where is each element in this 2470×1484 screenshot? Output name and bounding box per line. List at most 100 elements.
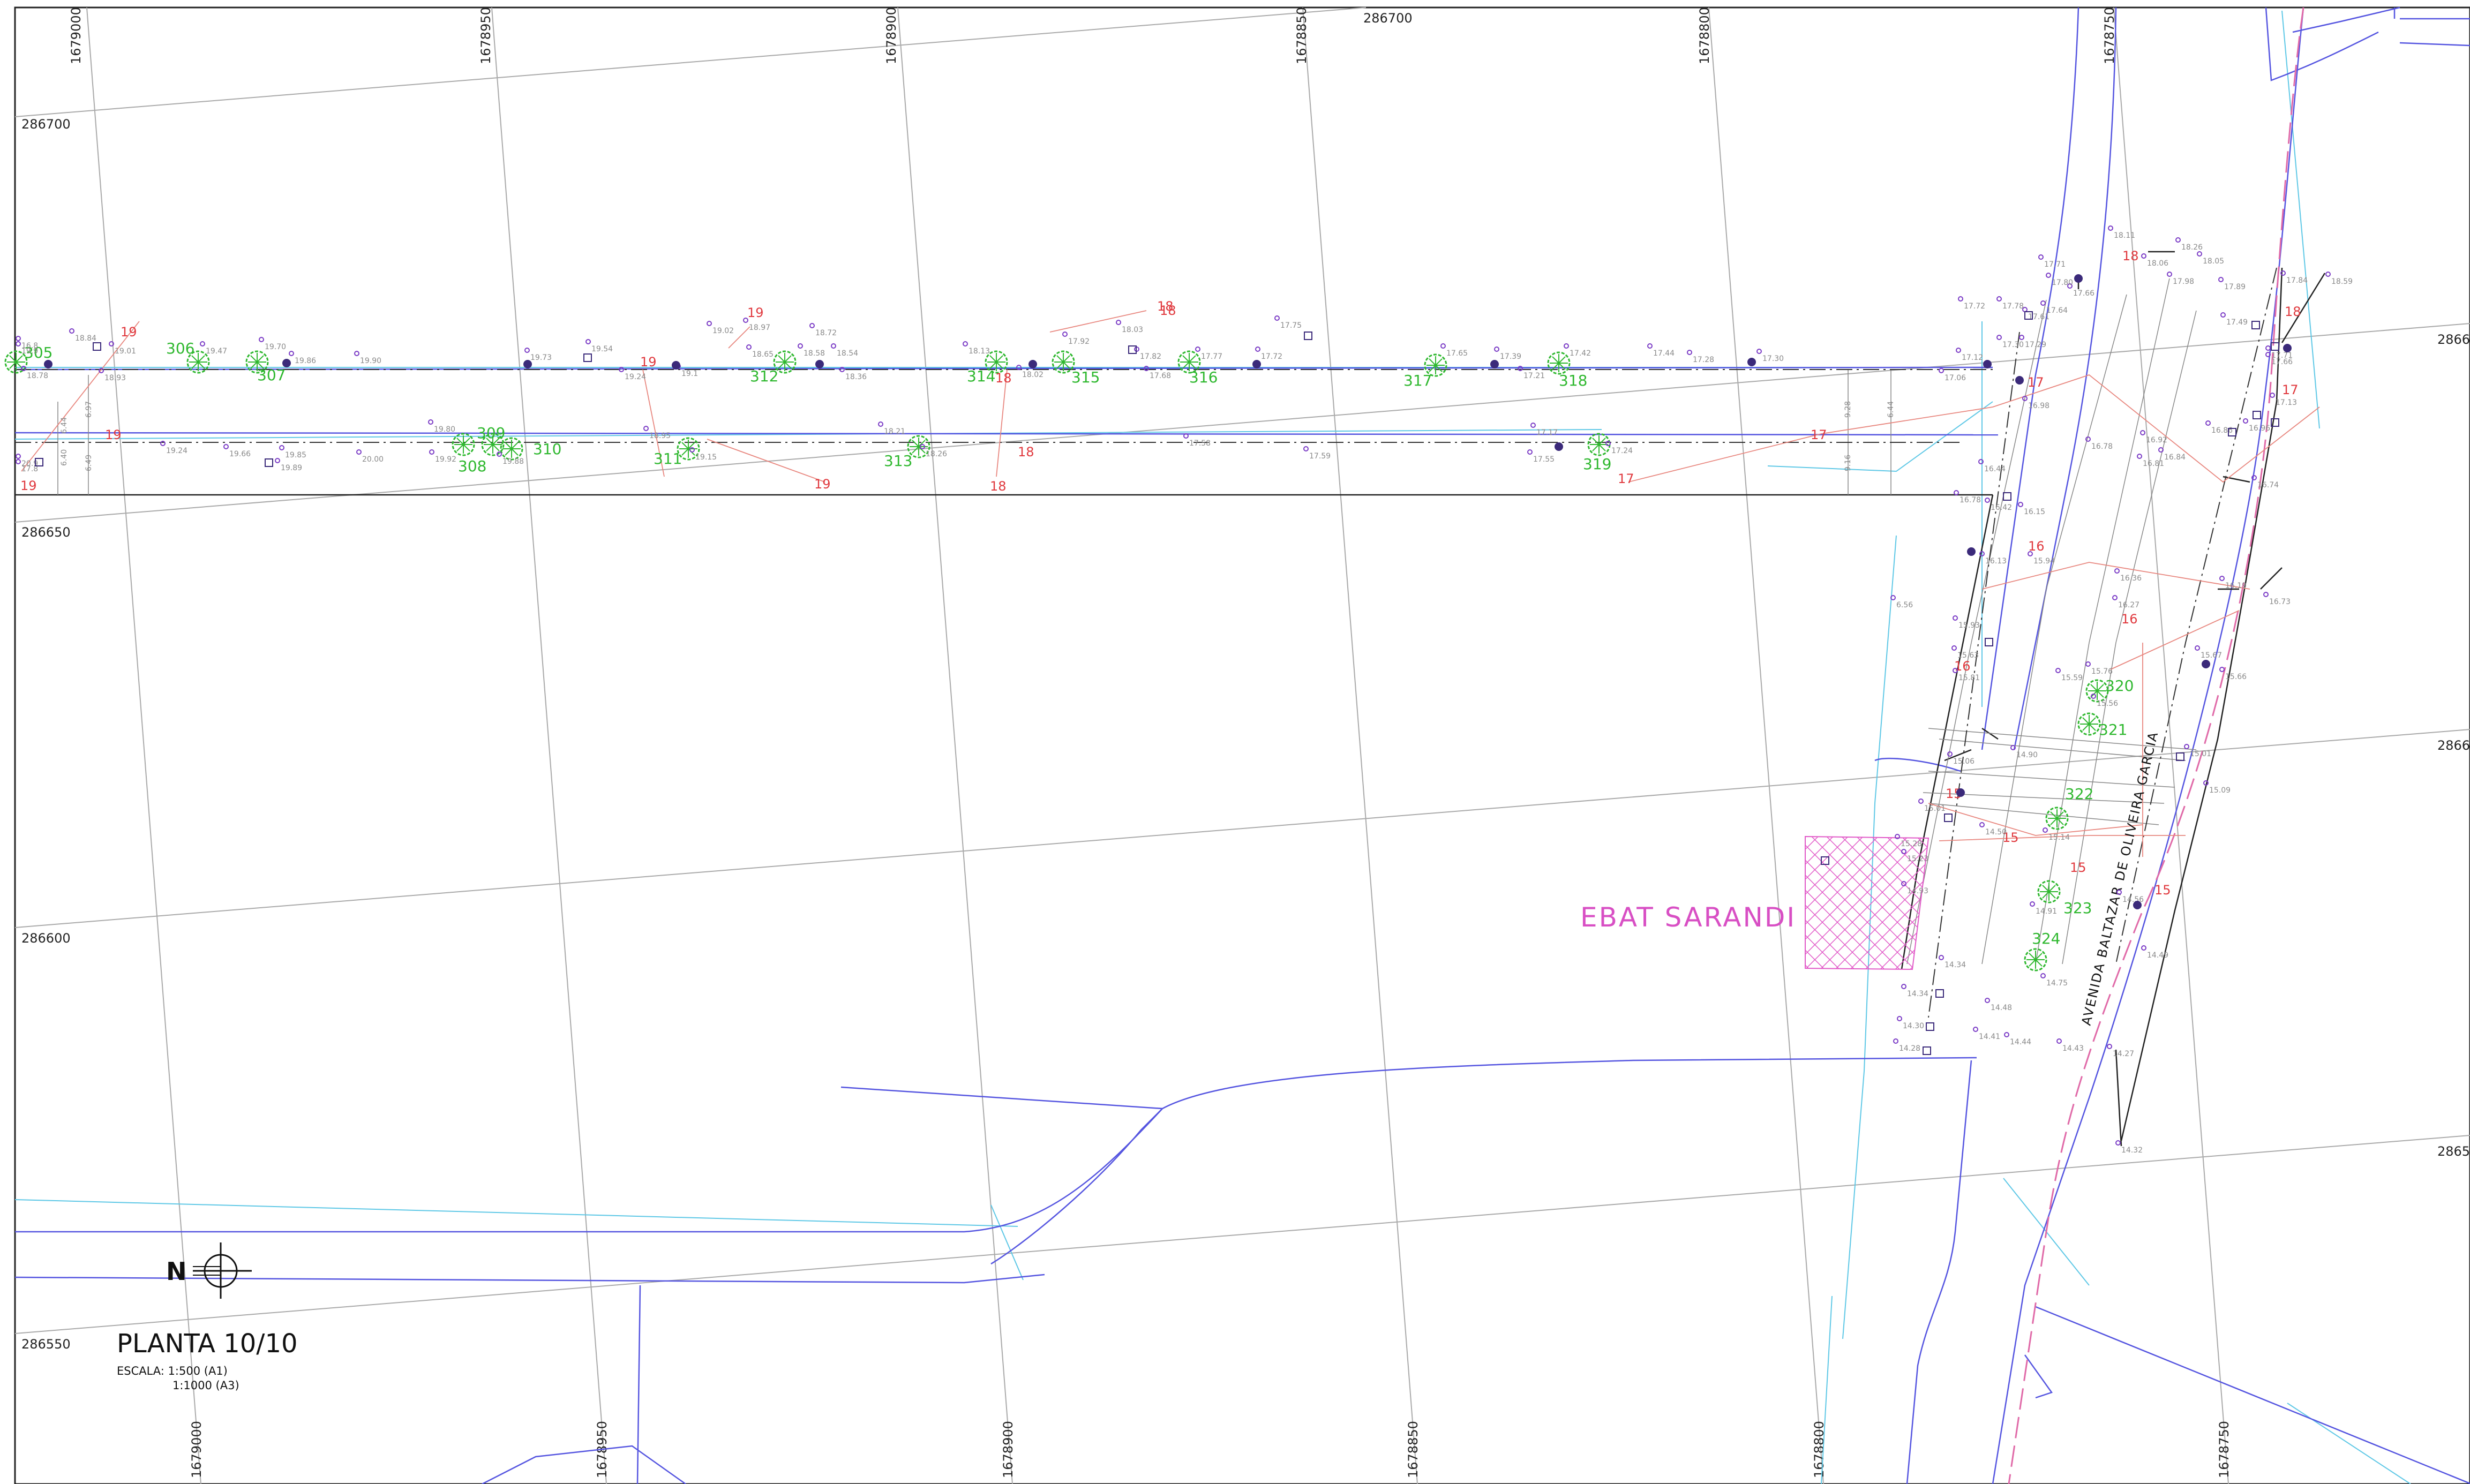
elevation-point: [2112, 595, 2118, 600]
tree-symbol: [500, 437, 523, 461]
elevation-label: 18.54: [837, 349, 858, 358]
tree-number: 309: [477, 424, 505, 442]
elevation-point: [429, 449, 434, 455]
elevation-point: [1979, 551, 1985, 556]
elevation-point: [2022, 396, 2028, 401]
contour-number: 19: [747, 305, 764, 320]
elevation-label: 19.90: [360, 357, 381, 365]
elevation-point: [1953, 615, 1958, 621]
dimension-label: 6.44: [60, 417, 69, 434]
grid-label-bottom: 1678900: [1001, 1421, 1016, 1478]
elevation-point: [1954, 490, 1959, 495]
elevation-label: 18.13: [969, 347, 990, 356]
contour-number: 17: [1811, 427, 1827, 442]
manhole-marker: [1956, 788, 1965, 797]
manhole-marker: [1967, 547, 1976, 556]
elevation-label: 17.71: [2271, 351, 2293, 360]
elevation-label: 16.86: [2211, 426, 2233, 435]
dimension-label: 9.16: [1844, 455, 1852, 471]
elevation-point: [2040, 300, 2046, 306]
manhole-marker: [2283, 344, 2292, 352]
dimension-label: 6.40: [60, 449, 69, 466]
elevation-point: [1939, 368, 1944, 373]
elevation-point: [707, 321, 712, 326]
elevation-label: 19.66: [229, 450, 251, 458]
elevation-label: 19.15: [695, 453, 717, 462]
elevation-point: [1195, 346, 1200, 352]
elevation-label: 14.34: [1907, 990, 1928, 998]
tree-symbol: [452, 433, 475, 456]
tree-number: 315: [1071, 368, 1100, 386]
elevation-label: 17.71: [2044, 260, 2066, 269]
elevation-label: 15.63: [1957, 651, 1979, 660]
elevation-point: [2270, 393, 2275, 398]
elevation-point: [2107, 1044, 2112, 1049]
contour-number: 17: [1618, 471, 1634, 486]
elevation-label: 14.90: [2016, 751, 2038, 759]
elevation-label: 15.56: [2097, 699, 2118, 708]
elevation-point: [109, 341, 114, 346]
elevation-label: 18.26: [926, 450, 947, 458]
elevation-label: 14.27: [2113, 1050, 2134, 1058]
elevation-label: 19.70: [265, 343, 286, 351]
dimension-labels: 6.97 6.44 6.49 6.40 9.28 9.16 6.44: [60, 401, 1895, 471]
elevation-point: [2280, 270, 2286, 276]
grid-label-bottom: 1679000: [189, 1421, 204, 1478]
tree-number: 307: [257, 366, 286, 384]
elevation-point: [2010, 745, 2016, 750]
scale-line-1: ESCALA: 1:500 (A1): [117, 1365, 228, 1377]
elevation-point: [2265, 352, 2271, 357]
elevation-point: [1895, 834, 1900, 839]
elevation-point: [839, 367, 845, 372]
elevation-point: [1996, 335, 2002, 340]
grid-label-bottom: 1678850: [1406, 1421, 1421, 1478]
elevation-point: [356, 449, 362, 455]
elevation-point: [1897, 1016, 1902, 1021]
elevation-label: 17.61: [2028, 313, 2049, 321]
elevation-point: [1494, 346, 1499, 352]
elevation-label: 17.64: [2046, 306, 2068, 315]
elevation-point: [831, 343, 836, 349]
elevation-point: [428, 419, 433, 425]
elevation-point: [2043, 827, 2048, 833]
elevation-point: [16, 454, 21, 459]
elevation-point: [1901, 984, 1906, 989]
ebat-area-label: EBAT SARANDI: [1580, 902, 1796, 933]
elevation-point: [2038, 254, 2044, 260]
elevation-label: 14.48: [1991, 1004, 2012, 1012]
elevation-point: [1956, 348, 1961, 353]
elevation-label: 16.74: [2257, 481, 2279, 489]
elevation-label: 15.23: [1907, 855, 1928, 863]
trees-layer: 305 306 307 308 309 310 311 312 313 314 315 316 317 3…: [4, 340, 2134, 971]
elevation-point: [2114, 568, 2120, 574]
contour-number: 15: [2070, 860, 2086, 875]
contour-number: 18: [1018, 445, 1034, 459]
elevation-label: 17.66: [2271, 358, 2293, 366]
contour-number: 18: [2285, 304, 2301, 319]
elevation-point: [2203, 780, 2209, 786]
elevation-point: [200, 341, 205, 346]
elevation-point: [619, 367, 624, 372]
grid-line-v-1678800: [1708, 7, 1824, 1484]
elevation-label: 17.58: [1189, 439, 1211, 448]
elevation-label: 15.01: [2190, 750, 2211, 758]
elevation-point: [2040, 973, 2046, 978]
elevation-point: [1893, 1038, 1898, 1044]
elevation-label: 14.30: [1903, 1022, 1924, 1030]
tree-number: 313: [884, 452, 912, 470]
elevation-label: 17.89: [2224, 283, 2246, 291]
elevation-label: 14.91: [2036, 907, 2057, 916]
elevation-label: 15.93: [1958, 621, 1980, 630]
elevation-point: [1978, 459, 1984, 464]
elevation-point: [2004, 1032, 2009, 1037]
elevation-label: 16.84: [2164, 453, 2186, 462]
elevation-point: [2019, 335, 2024, 340]
elevation-label: 16.78: [1960, 496, 1981, 504]
elevation-point: [1116, 320, 1121, 325]
elevation-label: 15.67: [2201, 651, 2222, 660]
tree-number: 316: [1189, 368, 1218, 386]
contour-number: 18: [995, 371, 1012, 386]
elevation-point: [1947, 751, 1953, 757]
manhole-marker: [815, 360, 824, 368]
road-lines: [14, 6, 2470, 1484]
